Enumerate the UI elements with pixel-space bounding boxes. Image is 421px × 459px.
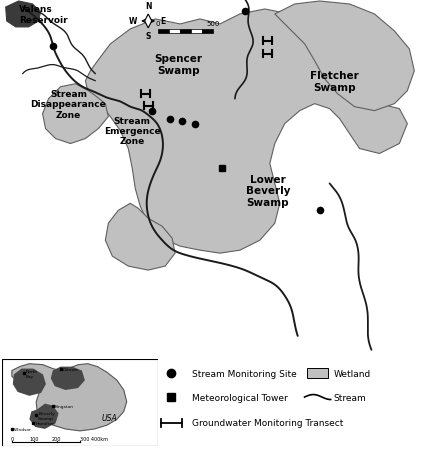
Polygon shape: [51, 367, 85, 390]
Text: Valens
Reservoir: Valens Reservoir: [19, 5, 67, 25]
Text: Ottawa: Ottawa: [62, 367, 78, 371]
Polygon shape: [13, 369, 46, 396]
Text: 0: 0: [10, 436, 13, 441]
Polygon shape: [12, 364, 127, 431]
Text: Stream: Stream: [333, 393, 366, 402]
Polygon shape: [275, 2, 414, 112]
Text: Fletcher
Swamp: Fletcher Swamp: [310, 71, 359, 92]
Bar: [307, 369, 328, 378]
Text: E: E: [160, 17, 166, 26]
Polygon shape: [145, 15, 152, 29]
Text: 0: 0: [156, 21, 160, 27]
Text: Kingston: Kingston: [55, 404, 74, 408]
Text: Stream
Disappearance
Zone: Stream Disappearance Zone: [31, 90, 107, 119]
Text: S: S: [146, 32, 151, 41]
Bar: [169, 30, 180, 34]
Text: 100: 100: [29, 436, 39, 441]
Bar: [202, 30, 213, 34]
Text: Stream Monitoring Site: Stream Monitoring Site: [192, 369, 297, 378]
Text: Beverly
Swamp: Beverly Swamp: [38, 411, 55, 420]
Text: Groundwater Monitoring Transect: Groundwater Monitoring Transect: [192, 418, 344, 427]
Polygon shape: [85, 10, 408, 253]
Text: 500: 500: [206, 21, 220, 27]
Text: Lower
Beverly
Swamp: Lower Beverly Swamp: [245, 174, 290, 207]
Text: USA: USA: [101, 413, 117, 422]
Text: Wetland: Wetland: [333, 369, 370, 378]
Text: 300 400km: 300 400km: [80, 436, 108, 441]
Text: North
Bay: North Bay: [26, 369, 37, 378]
Text: N: N: [145, 2, 152, 11]
Polygon shape: [6, 2, 40, 28]
Text: Stream
Emergence
Zone: Stream Emergence Zone: [104, 117, 160, 146]
Text: Meteorological Tower: Meteorological Tower: [192, 393, 288, 402]
Text: 200: 200: [52, 436, 61, 441]
Text: W: W: [129, 17, 137, 26]
Text: Windsor: Windsor: [14, 427, 32, 431]
Text: Hamilton: Hamilton: [35, 421, 55, 425]
Text: Spencer
Swamp: Spencer Swamp: [154, 54, 202, 75]
Polygon shape: [43, 84, 108, 144]
Bar: [191, 30, 202, 34]
Bar: [180, 30, 191, 34]
Bar: [158, 30, 169, 34]
Polygon shape: [29, 404, 59, 429]
Polygon shape: [105, 204, 175, 270]
